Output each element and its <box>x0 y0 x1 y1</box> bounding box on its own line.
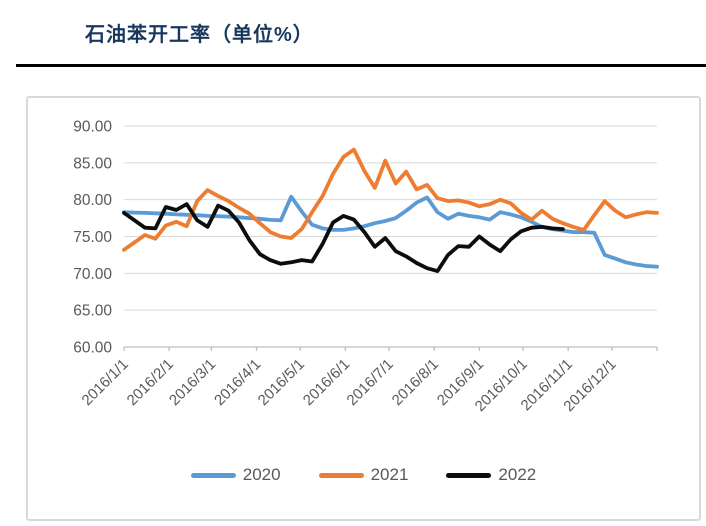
legend-swatch-2022 <box>446 472 492 478</box>
y-tick-label: 60.00 <box>73 340 112 357</box>
title-divider <box>16 64 706 67</box>
y-tick-label: 70.00 <box>73 266 112 283</box>
x-tick-label: 2016/7/1 <box>344 356 397 409</box>
x-tick-label: 2016/1/1 <box>79 356 132 409</box>
series-line-2022 <box>122 202 565 274</box>
legend-label: 2021 <box>370 465 409 484</box>
legend-item-2022: 2022 <box>446 465 536 485</box>
y-tick-label: 75.00 <box>73 229 112 246</box>
y-tick-label: 90.00 <box>73 119 112 136</box>
legend-swatch-2020 <box>190 472 236 478</box>
x-tick-label: 2016/6/1 <box>300 356 353 409</box>
line-chart: 90.0085.0080.0075.0070.0065.0060.002016/… <box>73 119 659 415</box>
page-title: 石油苯开工率（单位%） <box>85 24 314 46</box>
legend-label: 2020 <box>242 465 281 484</box>
legend-swatch-2021 <box>318 472 364 478</box>
x-tick-label: 2016/4/1 <box>211 356 264 409</box>
chart-card: 90.00 85.00 80.00 75.00 70.00 65.00 60.00 2016/… <box>26 96 701 521</box>
x-tick-label: 2016/3/1 <box>166 356 219 409</box>
legend-label: 2022 <box>498 465 537 484</box>
x-tick-label: 2016/5/1 <box>255 356 308 409</box>
chart-legend: 2020 2021 2022 <box>28 465 699 485</box>
y-tick-label: 65.00 <box>73 303 112 320</box>
series-line-2021 <box>122 147 659 252</box>
x-tick-label: 2016/8/1 <box>389 356 442 409</box>
series-line-2020 <box>122 194 659 269</box>
legend-item-2021: 2021 <box>318 465 409 485</box>
y-tick-label: 80.00 <box>73 192 112 209</box>
y-tick-label: 85.00 <box>73 155 112 172</box>
legend-item-2020: 2020 <box>190 465 281 485</box>
